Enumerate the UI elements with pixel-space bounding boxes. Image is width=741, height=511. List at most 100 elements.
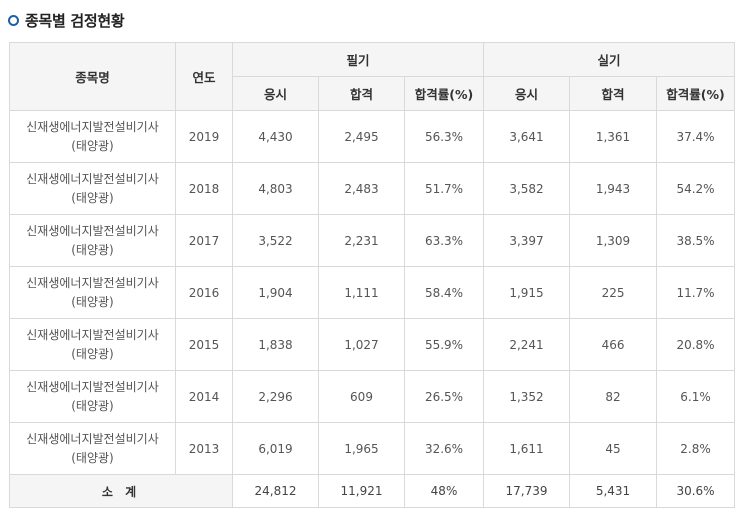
practical-applied-cell: 2,241 (483, 318, 571, 371)
practical-passed-cell: 1,943 (569, 162, 658, 215)
item-name: 신재생에너지발전설비기사 (26, 171, 159, 186)
practical-applied-cell: 3,582 (483, 162, 571, 215)
practical-passed-cell: 45 (569, 422, 658, 475)
page-title: 종목별 검정현황 (25, 11, 125, 30)
section-title: 종목별 검정현황 (8, 8, 125, 32)
year-cell: 2016 (175, 266, 233, 319)
written-rate-cell: 32.6% (403, 422, 485, 475)
written-rate-cell: 63.3% (403, 214, 485, 267)
practical-passed-cell: 82 (569, 370, 658, 423)
year-cell: 2019 (175, 110, 233, 163)
item-subname: (태양광) (71, 450, 114, 465)
practical-passed-cell: 1,309 (569, 214, 658, 267)
written-applied-cell: 3,522 (232, 214, 319, 267)
item-subname: (태양광) (71, 346, 114, 361)
written-applied-cell: 1,904 (232, 266, 319, 319)
total-written-applied: 24,812 (232, 474, 319, 508)
practical-rate-cell: 54.2% (656, 162, 736, 215)
item-subname: (태양광) (71, 190, 114, 205)
header-written: 필기 (231, 42, 485, 77)
practical-rate-cell: 2.8% (656, 422, 736, 475)
practical-rate-cell: 38.5% (656, 214, 736, 267)
table-row: 신재생에너지발전설비기사 (태양광) 2018 4,803 2,483 51.7%… (9, 162, 736, 215)
header-item-name: 종목명 (9, 42, 176, 111)
year-cell: 2013 (175, 422, 233, 475)
written-rate-cell: 26.5% (403, 370, 485, 423)
written-passed-cell: 2,483 (318, 162, 405, 215)
item-name-cell: 신재생에너지발전설비기사 (태양광) (9, 214, 176, 267)
bullet-circle-icon (8, 14, 19, 26)
item-name: 신재생에너지발전설비기사 (26, 431, 159, 446)
item-name: 신재생에너지발전설비기사 (26, 275, 159, 290)
year-cell: 2018 (175, 162, 233, 215)
written-passed-cell: 1,111 (318, 266, 405, 319)
item-name-cell: 신재생에너지발전설비기사 (태양광) (9, 370, 176, 423)
written-passed-cell: 1,965 (318, 422, 405, 475)
header-practical-applied: 응시 (483, 76, 571, 111)
item-name-cell: 신재생에너지발전설비기사 (태양광) (9, 162, 176, 215)
written-applied-cell: 4,803 (232, 162, 319, 215)
written-passed-cell: 609 (318, 370, 405, 423)
table-row: 신재생에너지발전설비기사 (태양광) 2014 2,296 609 26.5% 1… (9, 370, 736, 423)
written-applied-cell: 2,296 (232, 370, 319, 423)
practical-passed-cell: 466 (569, 318, 658, 371)
exam-stats-table: 종목명 연도 필기 실기 응시 합격 합격률(%) 응시 합격 합격률(%) 신… (9, 42, 736, 508)
item-name: 신재생에너지발전설비기사 (26, 379, 159, 394)
item-name-cell: 신재생에너지발전설비기사 (태양광) (9, 318, 176, 371)
table-row: 신재생에너지발전설비기사 (태양광) 2015 1,838 1,027 55.9%… (9, 318, 736, 371)
year-cell: 2015 (175, 318, 233, 371)
table-row: 신재생에너지발전설비기사 (태양광) 2017 3,522 2,231 63.3%… (9, 214, 736, 267)
header-written-applied: 응시 (232, 76, 319, 111)
written-applied-cell: 4,430 (232, 110, 319, 163)
item-name: 신재생에너지발전설비기사 (26, 119, 159, 134)
item-name-cell: 신재생에너지발전설비기사 (태양광) (9, 422, 176, 475)
header-practical-rate: 합격률(%) (656, 76, 736, 111)
item-name-cell: 신재생에너지발전설비기사 (태양광) (9, 266, 176, 319)
table-row: 신재생에너지발전설비기사 (태양광) 2019 4,430 2,495 56.3%… (9, 110, 736, 163)
header-written-passed: 합격 (318, 76, 405, 111)
item-subname: (태양광) (71, 294, 114, 309)
total-label: 소 계 (9, 474, 233, 508)
practical-rate-cell: 37.4% (656, 110, 736, 163)
total-practical-applied: 17,739 (483, 474, 571, 508)
header-row-top: 종목명 연도 필기 실기 (9, 42, 736, 111)
practical-applied-cell: 1,915 (483, 266, 571, 319)
total-written-rate: 48% (403, 474, 485, 508)
written-rate-cell: 51.7% (403, 162, 485, 215)
written-passed-cell: 1,027 (318, 318, 405, 371)
year-cell: 2014 (175, 370, 233, 423)
total-practical-passed: 5,431 (569, 474, 658, 508)
year-cell: 2017 (175, 214, 233, 267)
written-passed-cell: 2,231 (318, 214, 405, 267)
written-passed-cell: 2,495 (318, 110, 405, 163)
practical-applied-cell: 3,397 (483, 214, 571, 267)
item-subname: (태양광) (71, 242, 114, 257)
header-practical: 실기 (483, 42, 736, 77)
item-name: 신재생에너지발전설비기사 (26, 223, 159, 238)
practical-rate-cell: 20.8% (656, 318, 736, 371)
written-rate-cell: 55.9% (403, 318, 485, 371)
practical-rate-cell: 6.1% (656, 370, 736, 423)
written-applied-cell: 1,838 (232, 318, 319, 371)
practical-applied-cell: 3,641 (483, 110, 571, 163)
practical-applied-cell: 1,352 (483, 370, 571, 423)
item-subname: (태양광) (71, 398, 114, 413)
practical-passed-cell: 225 (569, 266, 658, 319)
total-row: 소 계 24,812 11,921 48% 17,739 5,431 30.6% (9, 474, 736, 508)
item-subname: (태양광) (71, 138, 114, 153)
written-applied-cell: 6,019 (232, 422, 319, 475)
written-rate-cell: 56.3% (403, 110, 485, 163)
item-name-cell: 신재생에너지발전설비기사 (태양광) (9, 110, 176, 163)
practical-passed-cell: 1,361 (569, 110, 658, 163)
practical-rate-cell: 11.7% (656, 266, 736, 319)
practical-applied-cell: 1,611 (483, 422, 571, 475)
table-row: 신재생에너지발전설비기사 (태양광) 2016 1,904 1,111 58.4%… (9, 266, 736, 319)
total-practical-rate: 30.6% (656, 474, 736, 508)
header-practical-passed: 합격 (569, 76, 658, 111)
written-rate-cell: 58.4% (403, 266, 485, 319)
table-row: 신재생에너지발전설비기사 (태양광) 2013 6,019 1,965 32.6%… (9, 422, 736, 475)
total-written-passed: 11,921 (318, 474, 405, 508)
header-row-sub: 응시 합격 합격률(%) 응시 합격 합격률(%) (10, 76, 736, 111)
item-name: 신재생에너지발전설비기사 (26, 327, 159, 342)
header-year: 연도 (175, 42, 233, 111)
